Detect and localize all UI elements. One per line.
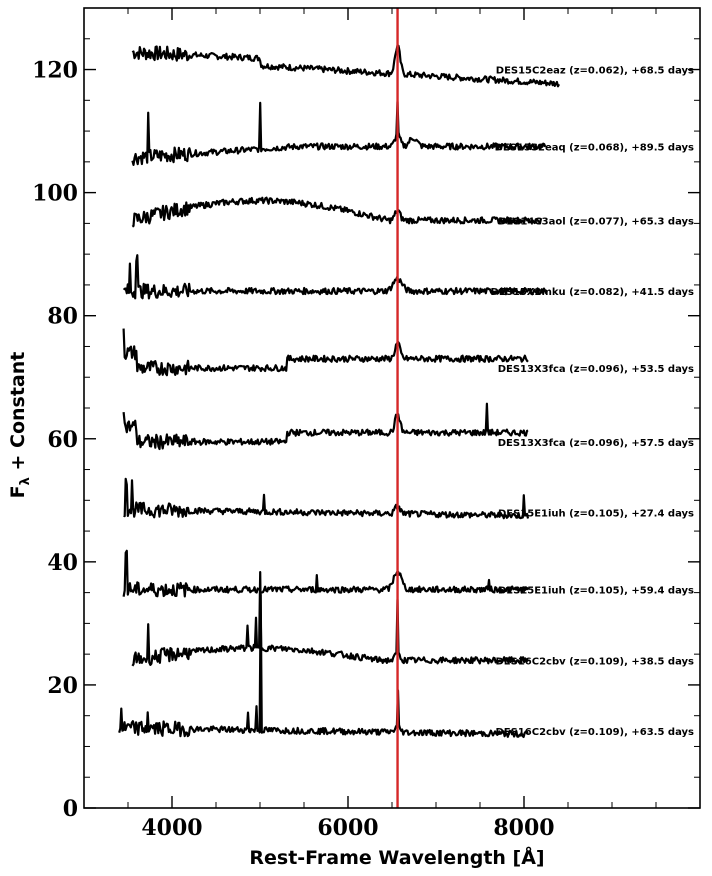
- x-tick-label: 4000: [141, 815, 202, 841]
- spectrum-line: [118, 593, 529, 739]
- y-axis-title-main: F: [7, 485, 29, 498]
- series-label: DES15S2eaq (z=0.068), +89.5 days: [495, 142, 694, 153]
- spectrum-line: [131, 196, 543, 228]
- spectrum-line: [131, 100, 547, 166]
- y-axis-title-rest: + Constant: [7, 352, 29, 478]
- y-tick-label: 40: [47, 550, 78, 576]
- y-tick-label: 60: [47, 427, 78, 453]
- y-tick-label: 0: [63, 796, 78, 822]
- spectrum-line: [122, 254, 548, 300]
- y-tick-label: 20: [47, 673, 78, 699]
- spectrum-line: [123, 477, 530, 520]
- series-label: DES16C2cbv (z=0.109), +63.5 days: [496, 727, 695, 738]
- x-tick-label: 6000: [317, 815, 378, 841]
- x-axis-title: Rest-Frame Wavelength [Å]: [249, 845, 544, 869]
- spectrum-line: [131, 570, 530, 667]
- x-tick-label: 8000: [493, 815, 554, 841]
- series-label: DES15E1iuh (z=0.105), +27.4 days: [498, 509, 694, 520]
- plot-area: DES15C2eaz (z=0.062), +68.5 days DES15S2e…: [118, 8, 695, 808]
- spectrum-line: [122, 402, 529, 451]
- axis-ticks: 4000 6000 8000 0 20 40 60 80 100 120: [32, 7, 701, 841]
- spectrum-line: [122, 328, 529, 377]
- series-label: DES15X2mku (z=0.082), +41.5 days: [491, 287, 694, 298]
- spectrum-line: [131, 44, 560, 88]
- series-label: DES14C3aol (z=0.077), +65.3 days: [498, 216, 694, 227]
- series-label: DES16C2cbv (z=0.109), +38.5 days: [496, 656, 695, 667]
- y-tick-label: 100: [32, 181, 78, 207]
- y-tick-label: 120: [32, 58, 78, 84]
- y-axis-title-subscript: λ: [18, 477, 33, 485]
- series-label: DES15C2eaz (z=0.062), +68.5 days: [496, 66, 694, 77]
- y-axis-title: Fλ + Constant: [7, 352, 33, 499]
- series-label: DES15E1iuh (z=0.105), +59.4 days: [498, 586, 694, 597]
- series-label: DES13X3fca (z=0.096), +53.5 days: [498, 364, 694, 375]
- spectrum-line: [122, 549, 529, 598]
- y-tick-label: 80: [47, 304, 78, 330]
- series-label: DES13X3fca (z=0.096), +57.5 days: [498, 438, 694, 449]
